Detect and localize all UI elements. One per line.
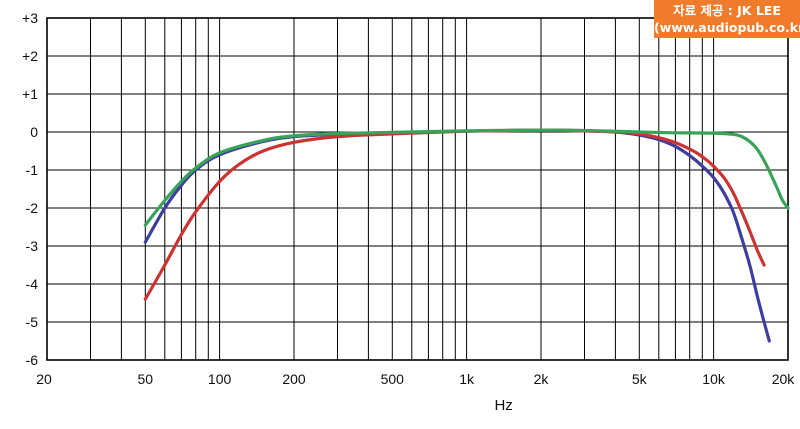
credit-line-1: 자료 제공 : JK LEE xyxy=(673,3,781,18)
y-tick-label: +3 xyxy=(22,10,38,26)
y-tick-label: -4 xyxy=(26,276,39,292)
credit-badge: 자료 제공 : JK LEE (www.audiopub.co.kr) xyxy=(654,0,800,38)
x-tick-label: 2k xyxy=(534,371,550,387)
x-tick-label: 20 xyxy=(36,371,52,387)
grid xyxy=(47,18,788,360)
y-tick-label: -3 xyxy=(26,238,39,254)
x-tick-labels: 20 50 100 200 500 1k 2k 5k 10k 20k xyxy=(36,371,795,387)
credit-line-2: (www.audiopub.co.kr) xyxy=(654,20,800,35)
x-tick-label: 200 xyxy=(282,371,306,387)
x-tick-label: 100 xyxy=(208,371,232,387)
x-axis-label: Hz xyxy=(494,397,512,414)
x-tick-label: 1k xyxy=(459,371,475,387)
x-tick-label: 20k xyxy=(772,371,796,387)
x-tick-label: 10k xyxy=(702,371,726,387)
y-tick-labels: +3 +2 +1 0 -1 -2 -3 -4 -5 -6 xyxy=(22,10,38,368)
x-tick-label: 500 xyxy=(381,371,405,387)
x-tick-label: 50 xyxy=(138,371,154,387)
series-lines xyxy=(143,128,790,343)
plot-frame xyxy=(46,17,789,361)
x-tick-label: 5k xyxy=(632,371,648,387)
series-line-3 xyxy=(143,128,790,227)
y-tick-label: -1 xyxy=(26,162,39,178)
y-tick-label: -6 xyxy=(26,352,39,368)
y-tick-label: -5 xyxy=(26,314,39,330)
y-tick-label: 0 xyxy=(30,124,38,140)
y-tick-label: -2 xyxy=(26,200,39,216)
y-tick-label: +2 xyxy=(22,48,38,64)
y-tick-label: +1 xyxy=(22,86,38,102)
